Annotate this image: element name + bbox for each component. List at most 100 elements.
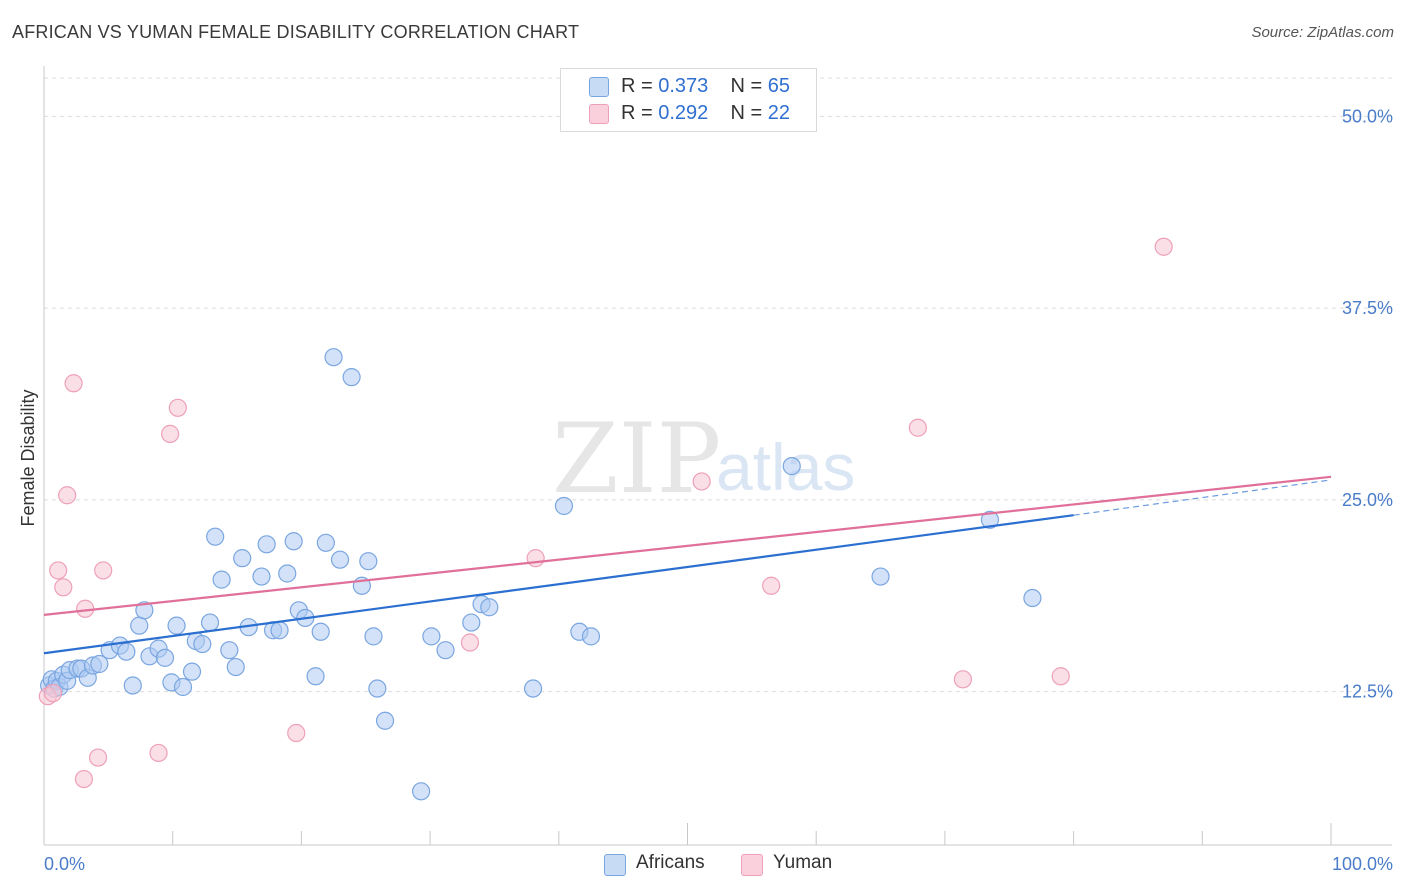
africans-point — [257, 535, 276, 554]
y-tick-label: 50.0% — [1342, 106, 1393, 126]
correlation-legend: R = 0.373 N = 65 R = 0.292 N = 22 — [560, 68, 817, 132]
africans-point — [581, 627, 601, 646]
chart-title: AFRICAN VS YUMAN FEMALE DISABILITY CORRE… — [12, 22, 580, 42]
n-value-yuman: 22 — [767, 102, 791, 124]
legend-row-yuman-text: R = 0.292 N = 22 — [621, 102, 790, 125]
africans-point — [130, 616, 149, 635]
yuman-point — [88, 748, 108, 767]
yuman-swatch-icon — [589, 104, 609, 124]
africans-point — [316, 533, 335, 552]
x-tick-label-max: 100.0% — [1332, 854, 1393, 874]
yuman-point — [54, 578, 73, 597]
r-label: R = — [621, 102, 659, 124]
gridlines — [44, 77, 1392, 693]
x-tick-label-min: 0.0% — [44, 854, 85, 874]
africans-point — [284, 532, 303, 551]
yuman-point — [908, 418, 927, 437]
africans-point — [462, 613, 481, 632]
africans-point — [411, 782, 431, 801]
yuman-point — [287, 723, 306, 743]
tick-labels: 12.5% 25.0% 37.5% 50.0% 0.0% 100.0% — [44, 106, 1393, 874]
africans-point — [311, 622, 330, 641]
y-tick-label: 25.0% — [1342, 490, 1393, 510]
africans-point — [220, 641, 239, 660]
yuman-point — [460, 633, 480, 652]
n-value-africans: 65 — [767, 75, 791, 97]
watermark-zip: ZIP — [552, 403, 721, 515]
africans-point — [278, 564, 297, 583]
yuman-point — [953, 670, 973, 689]
scatter-points — [38, 237, 1173, 801]
n-label: N = — [730, 75, 768, 97]
yuman-point — [161, 424, 180, 443]
legend-yuman-label: Yuman — [773, 852, 833, 873]
y-axis-title: Female Disability — [18, 389, 38, 526]
africans-point — [193, 634, 212, 654]
y-tick-label: 12.5% — [1342, 682, 1393, 702]
africans-point — [206, 527, 225, 546]
africans-point — [212, 570, 231, 589]
africans-point — [155, 648, 175, 667]
africans-point — [436, 641, 455, 660]
africans-point — [226, 657, 245, 677]
y-tick-label: 37.5% — [1342, 298, 1393, 318]
n-label: N = — [730, 102, 768, 124]
watermark: ZIP atlas — [552, 403, 855, 515]
trend-lines — [43, 475, 1332, 655]
africans-point — [90, 654, 109, 674]
yuman-point — [49, 561, 68, 580]
africans-point — [167, 616, 186, 635]
yuman-point — [43, 684, 63, 703]
africans-point — [871, 567, 890, 586]
africans-point — [980, 510, 1000, 529]
africans-point — [422, 627, 441, 646]
africans-point — [123, 676, 142, 695]
africans-point — [1023, 588, 1042, 608]
yuman-point — [762, 576, 781, 595]
axes — [43, 66, 1392, 846]
africans-point — [182, 662, 202, 681]
africans-trend-line — [43, 514, 1074, 655]
africans-trend-extension — [1073, 479, 1332, 516]
africans-point — [368, 679, 387, 698]
source-label: Source: ZipAtlas.com — [1251, 24, 1394, 41]
r-label: R = — [621, 75, 659, 97]
africans-point — [200, 613, 220, 632]
yuman-point — [94, 561, 113, 580]
africans-point — [324, 348, 343, 367]
yuman-trend-line — [43, 475, 1332, 616]
yuman-point — [74, 769, 93, 789]
legend-row-africans-text: R = 0.373 N = 65 — [621, 75, 790, 98]
africans-point — [359, 552, 378, 571]
yuman-point — [1051, 667, 1070, 686]
africans-point — [523, 679, 543, 698]
africans-point — [554, 496, 574, 516]
yuman-point — [526, 549, 545, 568]
africans-point — [364, 627, 383, 646]
yuman-point — [64, 374, 83, 393]
africans-point — [270, 621, 289, 640]
africans-point — [480, 598, 499, 617]
r-value-yuman: 0.292 — [658, 102, 709, 124]
africans-point — [135, 601, 154, 620]
africans-point — [233, 549, 252, 568]
yuman-point — [1154, 237, 1173, 256]
africans-point — [173, 677, 193, 697]
africans-point — [330, 550, 350, 569]
africans-point — [375, 711, 395, 730]
yuman-point — [168, 398, 187, 417]
africans-point — [306, 667, 325, 686]
legend-africans-label: Africans — [636, 852, 705, 873]
africans-point — [342, 368, 361, 387]
africans-point — [252, 567, 271, 586]
africans-swatch-icon — [589, 77, 609, 97]
africans-legend-icon — [604, 854, 626, 876]
yuman-point — [58, 486, 77, 505]
r-value-africans: 0.373 — [658, 75, 709, 97]
africans-point — [782, 457, 801, 476]
yuman-legend-icon — [741, 854, 763, 876]
yuman-point — [692, 472, 711, 491]
yuman-point — [149, 743, 168, 763]
africans-point — [117, 642, 136, 661]
